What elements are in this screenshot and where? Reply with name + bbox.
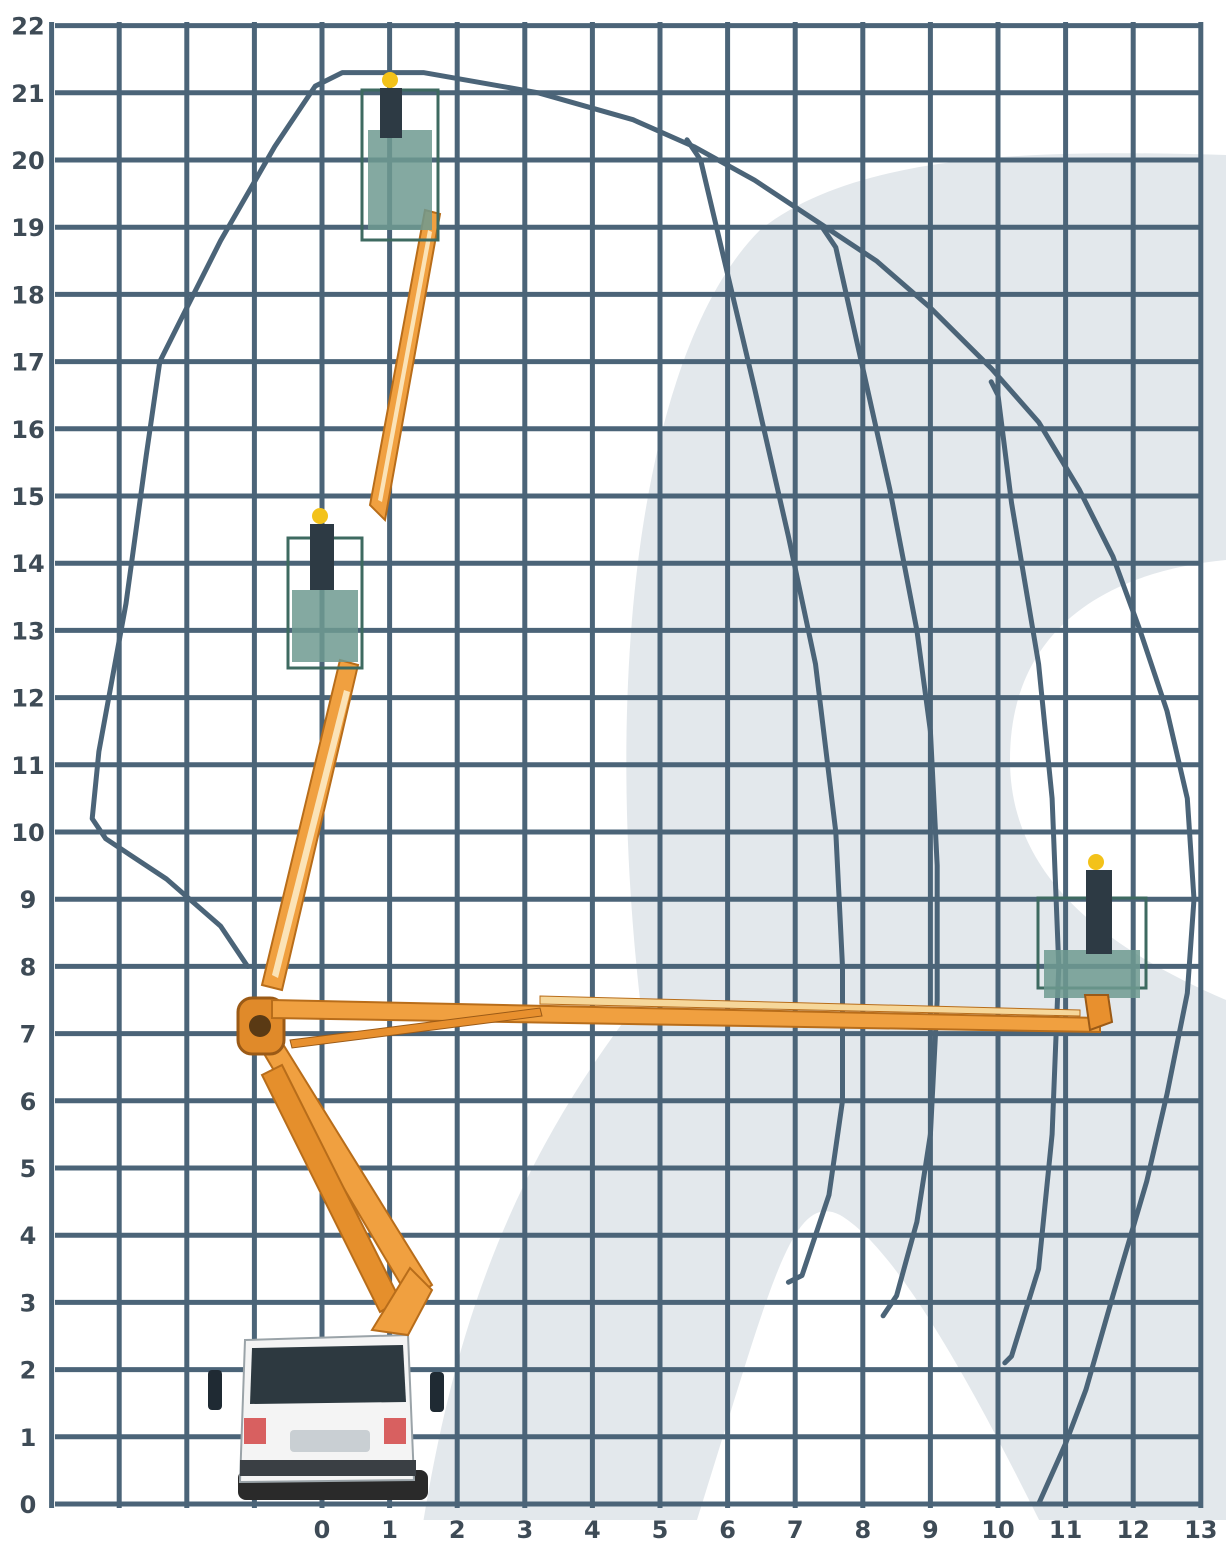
basket-mid-height-body (292, 590, 358, 662)
working-envelope-curve (89, 70, 1197, 1507)
horizontal-boom (271, 998, 1101, 1034)
x-tick-label: 1 (381, 1516, 398, 1542)
x-tick-label: 0 (314, 1516, 331, 1542)
basket-full-height-body (368, 130, 432, 230)
worker-full-outreach-body (1086, 870, 1112, 954)
truck-grille (290, 1430, 370, 1452)
truck-mirror-left (208, 1370, 222, 1410)
x-tick-label: 8 (854, 1516, 871, 1542)
x-tick-label: 2 (449, 1516, 466, 1542)
y-tick-label: 9 (20, 886, 37, 914)
truck-headlight-right (384, 1418, 406, 1444)
truck-bumper (240, 1460, 416, 1476)
turret-pivot (249, 1015, 271, 1037)
y-tick-label: 22 (11, 13, 44, 41)
basket-mid-height (286, 508, 364, 670)
basket-full-outreach-body (1044, 950, 1140, 998)
reach-curve (819, 224, 940, 1319)
working-envelope (89, 70, 1197, 1507)
y-tick-label: 14 (11, 550, 44, 578)
mid-boom-inner (272, 690, 350, 978)
truck-mirror-right (430, 1372, 444, 1412)
y-tick-label: 8 (20, 953, 37, 981)
worker-mid-height-body (310, 524, 334, 590)
worker-full-height-helmet (382, 72, 398, 88)
x-tick-label: 6 (719, 1516, 736, 1542)
x-tick-label: 4 (584, 1516, 601, 1542)
y-tick-label: 3 (20, 1289, 37, 1317)
lower-boom (248, 1018, 434, 1302)
horizontal-boom-cylinder (539, 995, 1081, 1017)
aerial-platform-machine (236, 72, 1148, 1337)
y-tick-label: 11 (11, 752, 44, 780)
truck-windshield (250, 1345, 406, 1404)
basket-full-outreach-bracket (1083, 994, 1114, 1032)
y-tick-label: 12 (11, 685, 44, 713)
truck-headlight-left (244, 1418, 266, 1444)
grid-lines (49, 22, 1204, 1508)
horizontal-boom-link (289, 1007, 543, 1049)
y-tick-label: 4 (20, 1222, 37, 1250)
y-tick-label: 6 (20, 1088, 37, 1116)
y-tick-label: 10 (11, 819, 44, 847)
x-tick-label: 7 (787, 1516, 804, 1542)
reach-curve (684, 137, 845, 1285)
x-tick-label: 3 (516, 1516, 533, 1542)
y-tick-label: 19 (11, 214, 44, 242)
boom-mast (370, 1266, 434, 1337)
x-axis-tick-labels: 0 1 2 3 4 5 6 7 8 9 10 11 12 13 (314, 1516, 1218, 1542)
y-tick-label: 17 (11, 349, 44, 377)
y-tick-label: 7 (20, 1021, 37, 1049)
y-tick-label: 5 (20, 1155, 37, 1183)
worker-mid-height-helmet (312, 508, 328, 524)
basket-full-outreach (1036, 854, 1148, 1032)
worker-full-height-body (380, 88, 402, 138)
y-tick-label: 15 (11, 483, 44, 511)
y-tick-label: 2 (20, 1357, 37, 1385)
y-tick-label: 1 (20, 1424, 37, 1452)
x-tick-label: 10 (981, 1516, 1014, 1542)
reach-curves (684, 137, 1062, 1366)
y-tick-label: 13 (11, 617, 44, 645)
y-tick-label: 0 (20, 1491, 37, 1519)
x-tick-label: 11 (1049, 1516, 1082, 1542)
truck-illustration (208, 1333, 444, 1500)
reach-curve (988, 379, 1062, 1366)
upper-boom-inner (378, 230, 432, 502)
worker-full-outreach-helmet (1088, 854, 1104, 870)
y-tick-label: 16 (11, 416, 44, 444)
basket-full-height (360, 72, 440, 242)
x-tick-label: 13 (1184, 1516, 1217, 1542)
x-tick-label: 12 (1116, 1516, 1149, 1542)
y-tick-label: 21 (11, 80, 44, 108)
y-tick-label: 20 (11, 147, 44, 175)
x-tick-label: 9 (922, 1516, 939, 1542)
y-tick-label: 18 (11, 281, 44, 309)
x-tick-label: 5 (652, 1516, 669, 1542)
